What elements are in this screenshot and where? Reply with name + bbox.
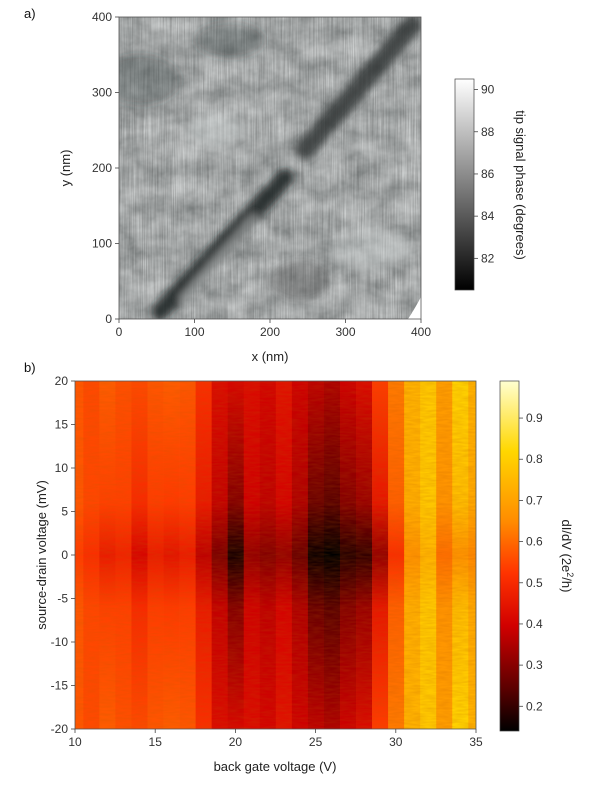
afm-colorbar-tick-label: 84 bbox=[481, 209, 495, 223]
conductance-colorbar-tick-label: 0.6 bbox=[526, 535, 543, 549]
afm-ytick-label: 200 bbox=[92, 161, 112, 175]
conductance-colorbar-label: dI/dV (2e2/h) bbox=[559, 520, 575, 593]
conductance-colorbar-tick-label: 0.2 bbox=[526, 699, 543, 713]
cb-label-start: dI/dV (2e bbox=[559, 520, 574, 573]
conductance-ytick-label: -10 bbox=[51, 635, 69, 649]
afm-colorbar-label: tip signal phase (degrees) bbox=[513, 110, 528, 260]
afm-xtick-label: 200 bbox=[260, 325, 280, 339]
afm-colorbar-tick-label: 82 bbox=[481, 251, 495, 265]
conductance-ytick-label: -5 bbox=[57, 592, 68, 606]
dark-stripe-upper bbox=[295, 17, 421, 160]
conductance-xtick-label: 25 bbox=[309, 735, 323, 749]
conductance-xtick-label: 30 bbox=[389, 735, 403, 749]
conductance-colorbar-tick-label: 0.5 bbox=[526, 576, 543, 590]
conductance-xtick-label: 10 bbox=[68, 735, 82, 749]
afm-xtick-label: 100 bbox=[184, 325, 204, 339]
conductance-map bbox=[75, 381, 476, 729]
afm-ytick-label: 400 bbox=[92, 10, 112, 24]
afm-axes: 0 100 200 300 400 0 100 200 300 400 bbox=[92, 10, 431, 339]
cb-label-end: /h) bbox=[559, 577, 574, 592]
afm-xtick-label: 0 bbox=[116, 325, 123, 339]
cb-label-sup: 2 bbox=[565, 572, 575, 577]
conductance-ytick-label: 5 bbox=[61, 505, 68, 519]
conductance-ytick-label: -20 bbox=[51, 722, 69, 736]
nanotube-stripes bbox=[119, 17, 421, 319]
afm-colorbar-tick-label: 90 bbox=[481, 83, 495, 97]
afm-ylabel: y (nm) bbox=[58, 150, 73, 187]
conductance-xtick-label: 35 bbox=[469, 735, 483, 749]
conductance-colorbar-tick-label: 0.9 bbox=[526, 411, 543, 425]
conductance-colorbar-ticks: 0.2 0.3 0.4 0.5 0.6 0.7 0.8 0.9 bbox=[519, 411, 543, 713]
afm-xlabel: x (nm) bbox=[252, 349, 289, 364]
afm-image bbox=[119, 17, 421, 319]
afm-xtick-label: 400 bbox=[411, 325, 431, 339]
conductance-ytick-label: 15 bbox=[55, 418, 69, 432]
conductance-ylabel: source-drain voltage (mV) bbox=[34, 480, 49, 630]
conductance-xtick-label: 15 bbox=[149, 735, 163, 749]
afm-ytick-label: 300 bbox=[92, 86, 112, 100]
panel-label-b: b) bbox=[24, 360, 36, 375]
afm-ytick-label: 0 bbox=[105, 312, 112, 326]
conductance-ytick-label: -15 bbox=[51, 679, 69, 693]
conductance-colorbar-tick-label: 0.7 bbox=[526, 493, 543, 507]
conductance-colorbar-tick-label: 0.3 bbox=[526, 658, 543, 672]
conductance-xtick-label: 20 bbox=[229, 735, 243, 749]
conductance-ytick-label: 10 bbox=[55, 461, 69, 475]
dark-stripe-lower bbox=[151, 169, 294, 319]
conductance-xlabel: back gate voltage (V) bbox=[214, 759, 337, 774]
conductance-ytick-label: 20 bbox=[55, 374, 69, 388]
panel-label-a: a) bbox=[24, 6, 36, 21]
conductance-ytick-label: 0 bbox=[61, 548, 68, 562]
afm-colorbar-tick-label: 86 bbox=[481, 167, 495, 181]
afm-ytick-label: 100 bbox=[92, 237, 112, 251]
conductance-colorbar bbox=[499, 380, 520, 732]
afm-xtick-label: 300 bbox=[335, 325, 355, 339]
afm-colorbar-tick-label: 88 bbox=[481, 125, 495, 139]
conductance-colorbar-tick-label: 0.4 bbox=[526, 617, 543, 631]
afm-colorbar bbox=[454, 78, 475, 291]
conductance-colorbar-tick-label: 0.8 bbox=[526, 452, 543, 466]
afm-colorbar-ticks: 82 84 86 88 90 bbox=[474, 83, 495, 265]
conductance-axes: 10 15 20 25 30 35 -20 -15 -10 -5 0 5 10 15 20 bbox=[51, 374, 483, 749]
